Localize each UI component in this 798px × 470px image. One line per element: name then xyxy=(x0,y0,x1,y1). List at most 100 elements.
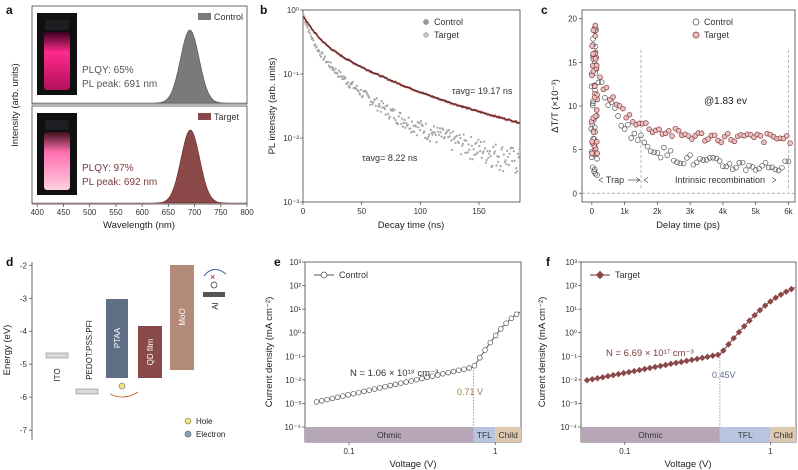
jv-point xyxy=(455,367,462,374)
control-decay-point xyxy=(426,138,429,141)
x-tick-label: 3k xyxy=(686,207,695,216)
control-decay-point xyxy=(333,71,336,74)
control-decay-point xyxy=(338,75,341,78)
control-decay-point xyxy=(506,149,509,152)
target-transient-point xyxy=(626,111,633,118)
jv-point xyxy=(419,375,425,382)
control-decay-point xyxy=(502,153,505,156)
control-decay-point xyxy=(461,144,464,147)
control-decay-point xyxy=(507,163,510,167)
control-decay-point xyxy=(401,117,404,120)
control-transient-point xyxy=(716,158,723,164)
target-transient-point xyxy=(589,43,595,49)
y-tick-label: 10⁻¹ xyxy=(283,70,299,79)
jv-point xyxy=(699,354,706,362)
control-decay-point xyxy=(387,113,390,116)
control-decay-point xyxy=(337,69,340,72)
panel-b-label: b xyxy=(260,3,267,17)
jv-point xyxy=(361,388,367,395)
target-legend-marker xyxy=(595,270,605,280)
pedot-level xyxy=(75,388,99,395)
control-decay-point xyxy=(372,101,375,104)
control-decay-point xyxy=(474,142,477,145)
panel-a: a Control Target PLQY: 65% PL peak: 691 … xyxy=(6,3,254,231)
control-decay-point xyxy=(473,153,476,157)
blocked-cross-icon: × xyxy=(210,272,215,282)
control-transient-point xyxy=(720,163,726,169)
jv-point xyxy=(636,366,643,374)
target-legend-marker xyxy=(423,32,429,38)
control-decay-point xyxy=(499,165,502,168)
control-legend-label: Control xyxy=(704,17,733,27)
y-tick-label: 10³ xyxy=(289,258,301,267)
control-decay-point xyxy=(438,133,441,136)
control-transient-point xyxy=(693,159,700,166)
target-transient-point xyxy=(589,138,595,145)
control-decay-point xyxy=(374,104,377,107)
jv-point xyxy=(772,294,779,302)
control-decay-point xyxy=(512,150,515,153)
electron-legend-label: Electron xyxy=(196,430,225,439)
control-transient-point xyxy=(592,170,599,177)
control-decay-point xyxy=(402,121,405,124)
control-decay-point xyxy=(472,148,475,151)
jv-point xyxy=(730,334,737,342)
control-decay-point xyxy=(447,136,450,139)
control-decay-point xyxy=(376,109,379,112)
control-decay-point xyxy=(469,157,472,160)
target-transient-point xyxy=(630,119,636,125)
control-decay-point xyxy=(416,121,419,124)
control-decay-point xyxy=(457,141,460,145)
control-decay-point xyxy=(508,152,511,155)
target-transient-point xyxy=(590,27,597,34)
control-decay-point xyxy=(462,133,465,136)
target-transient-point xyxy=(685,133,692,139)
control-transient-point xyxy=(772,166,779,173)
tfl-region xyxy=(473,427,496,442)
vtfl-annotation: 0.71 V xyxy=(457,387,483,397)
jv-point xyxy=(482,347,488,353)
control-decay-point xyxy=(379,110,382,113)
jv-point xyxy=(767,298,774,305)
control-decay-point xyxy=(418,122,421,125)
jv-point xyxy=(477,355,483,361)
control-transient-point xyxy=(779,164,785,171)
control-decay-point xyxy=(516,170,519,173)
x-tick-label: 0.1 xyxy=(343,447,355,456)
control-transient-point xyxy=(680,160,687,167)
jv-point xyxy=(471,362,478,369)
x-tick-label: 50 xyxy=(357,207,366,216)
jv-point xyxy=(324,396,330,403)
control-decay-point xyxy=(341,78,344,81)
control-decay-point xyxy=(378,105,381,108)
panel-a-label: a xyxy=(6,3,13,17)
energy-tick-label: -7 xyxy=(20,426,28,435)
target-jv-line xyxy=(586,287,796,381)
target-plqy: PLQY: 97% xyxy=(82,163,134,174)
control-decay-point xyxy=(318,50,321,53)
electron-path-arrow xyxy=(203,269,227,277)
control-transient-point xyxy=(710,155,716,161)
control-decay-point xyxy=(428,140,432,143)
control-legend-label: Control xyxy=(214,12,243,22)
moo-label: MoO xyxy=(178,308,187,325)
qd-label: QD film xyxy=(146,338,155,365)
control-decay-point xyxy=(401,125,404,128)
control-decay-point xyxy=(478,145,481,148)
control-decay-point xyxy=(461,142,464,145)
control-decay-point xyxy=(350,82,354,85)
control-transient-point xyxy=(621,126,628,132)
y-tick-label: 10⁰ xyxy=(565,329,577,338)
control-decay-point xyxy=(437,130,440,133)
control-decay-point xyxy=(383,108,386,111)
control-decay-point xyxy=(502,170,505,173)
control-decay-point xyxy=(476,151,479,154)
control-decay-point xyxy=(309,35,313,38)
control-decay-point xyxy=(410,131,413,134)
control-decay-point xyxy=(384,113,387,116)
trap-density-annotation: N = 1.06 × 10¹⁸ cm⁻³ xyxy=(350,368,438,379)
control-decay-point xyxy=(431,133,434,136)
control-transient-point xyxy=(594,172,600,178)
energy-ticks: -2 -3 -4 -5 -6 -7 xyxy=(20,261,32,435)
panel-d: d -2 -3 -4 -5 -6 -7 Energy (eV) ITO PEDOT:PSS… xyxy=(2,255,227,440)
